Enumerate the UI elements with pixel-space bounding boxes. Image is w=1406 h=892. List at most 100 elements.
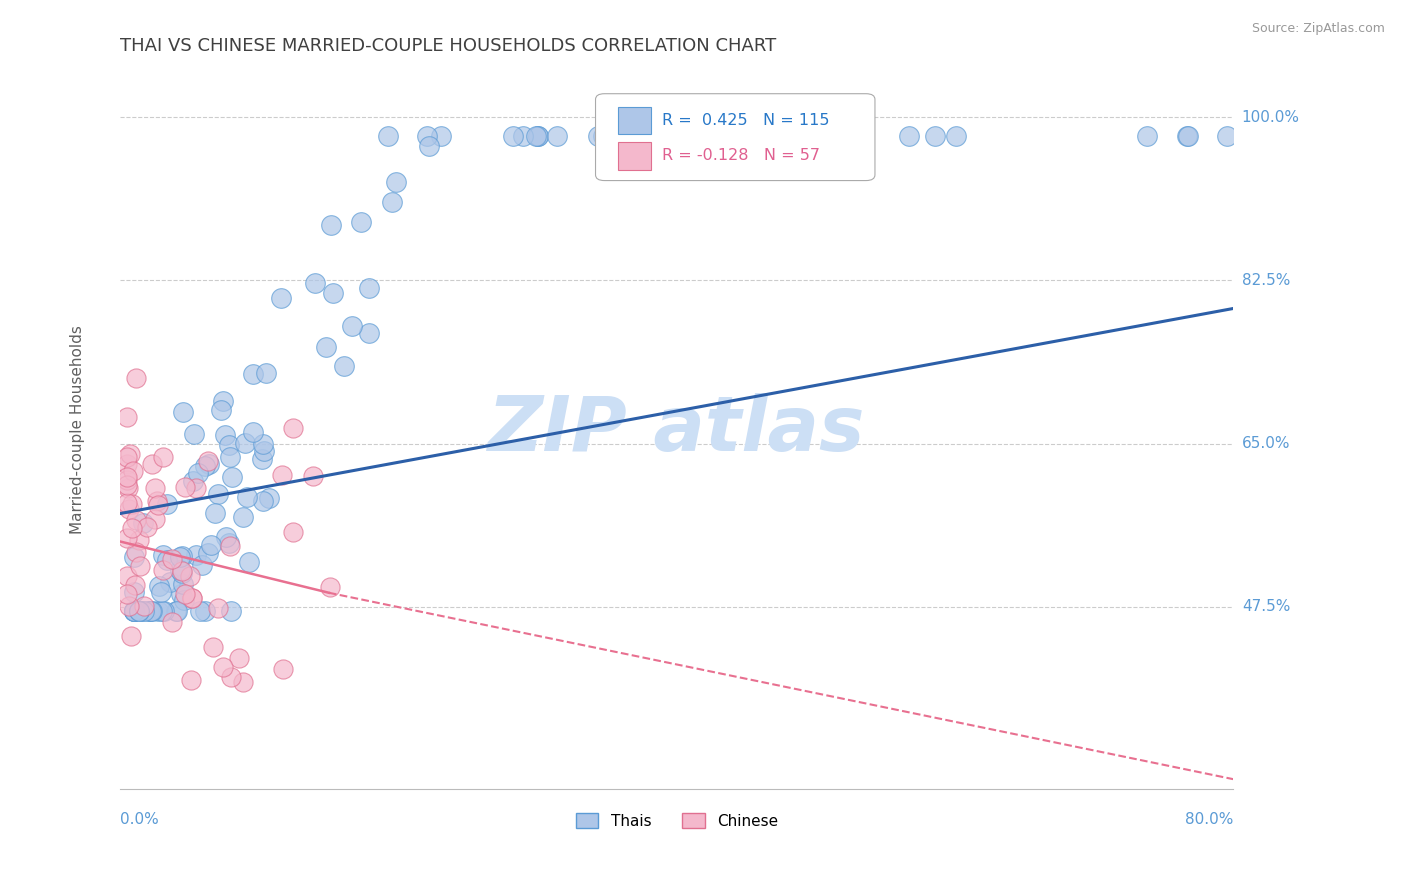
Point: [170, 586, 193, 600]
Point: [115, 457, 138, 471]
Point: [315, 340, 337, 354]
Point: [333, 359, 356, 373]
Point: [219, 450, 242, 464]
Point: [221, 470, 243, 484]
Point: [141, 457, 163, 471]
Point: [149, 585, 172, 599]
Point: [122, 585, 145, 599]
Point: [120, 629, 142, 643]
Text: 65.0%: 65.0%: [1241, 436, 1291, 451]
Point: [546, 128, 568, 143]
Text: 82.5%: 82.5%: [1241, 273, 1291, 288]
Point: [204, 507, 226, 521]
Point: [377, 128, 399, 143]
Point: [212, 394, 235, 409]
Point: [172, 577, 194, 591]
Point: [253, 444, 276, 458]
Point: [898, 128, 921, 143]
Point: [242, 425, 264, 439]
Point: [799, 128, 821, 143]
Point: [180, 591, 202, 606]
Point: [302, 468, 325, 483]
Point: [214, 427, 236, 442]
Point: [193, 459, 215, 474]
Point: [121, 498, 143, 512]
Point: [183, 427, 205, 442]
Point: [340, 319, 363, 334]
Point: [841, 128, 863, 143]
Point: [117, 481, 139, 495]
Point: [128, 604, 150, 618]
Point: [252, 437, 274, 451]
Point: [125, 513, 148, 527]
Point: [194, 604, 217, 618]
Point: [512, 128, 534, 143]
Point: [254, 366, 277, 380]
Point: [228, 650, 250, 665]
Point: [319, 218, 342, 232]
Point: [238, 555, 260, 569]
Point: [197, 546, 219, 560]
Point: [184, 549, 207, 563]
Point: [141, 604, 163, 618]
Point: [166, 604, 188, 618]
Point: [152, 604, 174, 618]
Point: [152, 563, 174, 577]
Text: 80.0%: 80.0%: [1185, 812, 1233, 827]
Point: [165, 604, 187, 618]
Point: [174, 586, 197, 600]
Point: [201, 640, 224, 655]
Point: [115, 569, 138, 583]
Point: [219, 539, 242, 553]
Point: [273, 662, 295, 676]
Point: [416, 128, 439, 143]
Point: [270, 291, 292, 305]
Point: [152, 548, 174, 562]
Point: [643, 128, 665, 143]
Point: [385, 175, 408, 189]
Point: [592, 128, 614, 143]
Point: [115, 478, 138, 492]
Point: [524, 128, 547, 143]
Point: [190, 558, 212, 572]
Point: [115, 531, 138, 545]
Point: [232, 675, 254, 690]
Point: [526, 128, 548, 143]
Point: [138, 604, 160, 618]
Point: [321, 286, 343, 301]
Text: ZIP atlas: ZIP atlas: [488, 392, 866, 467]
Point: [179, 568, 201, 582]
Point: [128, 533, 150, 547]
Point: [122, 550, 145, 565]
Point: [1216, 128, 1239, 143]
Point: [121, 521, 143, 535]
Point: [181, 474, 204, 488]
Point: [271, 468, 294, 483]
Point: [319, 580, 342, 594]
Point: [156, 497, 179, 511]
Point: [281, 524, 304, 539]
Point: [162, 552, 184, 566]
Point: [115, 473, 138, 487]
Point: [170, 549, 193, 564]
Point: [924, 128, 946, 143]
Text: R = -0.128   N = 57: R = -0.128 N = 57: [662, 148, 820, 163]
Point: [359, 326, 381, 341]
Point: [169, 549, 191, 564]
Point: [1136, 128, 1159, 143]
Text: THAI VS CHINESE MARRIED-COUPLE HOUSEHOLDS CORRELATION CHART: THAI VS CHINESE MARRIED-COUPLE HOUSEHOLD…: [120, 37, 776, 55]
Point: [418, 138, 440, 153]
Point: [124, 604, 146, 618]
Point: [502, 128, 524, 143]
Text: 100.0%: 100.0%: [1241, 110, 1299, 125]
Point: [209, 403, 232, 417]
Point: [769, 128, 792, 143]
Point: [797, 128, 820, 143]
Point: [156, 553, 179, 567]
Point: [180, 591, 202, 606]
Point: [118, 502, 141, 516]
Point: [128, 604, 150, 618]
Point: [187, 466, 209, 480]
FancyBboxPatch shape: [617, 107, 651, 134]
FancyBboxPatch shape: [617, 143, 651, 169]
